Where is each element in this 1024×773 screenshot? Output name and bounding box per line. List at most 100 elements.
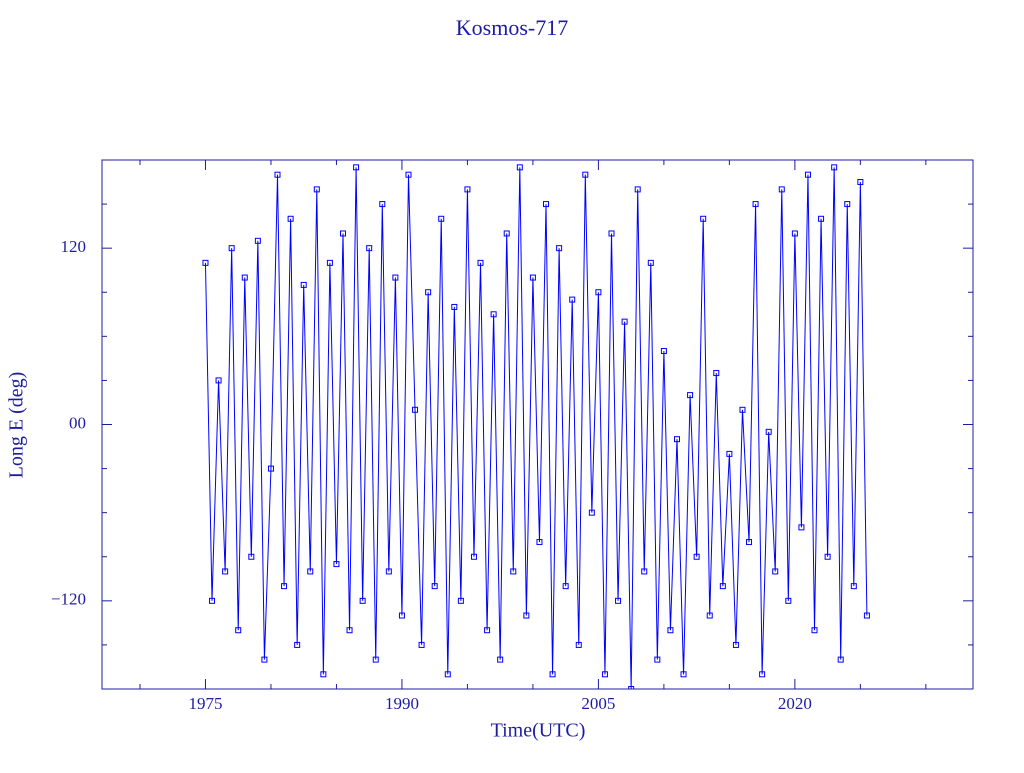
data-point	[700, 215, 707, 222]
data-point	[392, 274, 399, 281]
data-point	[261, 656, 268, 663]
data-point	[451, 303, 458, 310]
data-point	[346, 627, 353, 634]
data-point	[772, 568, 779, 575]
data-point	[647, 259, 654, 266]
data-point	[248, 553, 255, 560]
data-point	[274, 171, 281, 178]
data-point	[516, 164, 523, 171]
data-point	[615, 597, 622, 604]
data-point	[726, 450, 733, 457]
data-point	[267, 465, 274, 472]
data-point	[641, 568, 648, 575]
data-point	[464, 186, 471, 193]
data-point	[510, 568, 517, 575]
data-point	[739, 406, 746, 413]
data-line	[204, 167, 868, 689]
data-point	[857, 179, 864, 186]
data-point	[326, 259, 333, 266]
data-point	[634, 186, 641, 193]
data-point	[477, 259, 484, 266]
data-point	[667, 627, 674, 634]
data-point	[215, 377, 222, 384]
x-axis-label: Time(UTC)	[491, 720, 586, 742]
data-point	[385, 568, 392, 575]
data-point	[235, 627, 242, 634]
data-point	[562, 583, 569, 590]
data-point	[228, 245, 235, 252]
data-point	[202, 259, 209, 266]
data-point	[457, 597, 464, 604]
data-point	[294, 641, 301, 648]
data-point	[798, 524, 805, 531]
x-tick-label: 2005	[581, 694, 615, 713]
data-point	[719, 583, 726, 590]
data-point	[313, 186, 320, 193]
data-point	[621, 318, 628, 325]
data-point	[713, 370, 720, 377]
data-point	[536, 539, 543, 546]
x-tick-label: 1990	[385, 694, 419, 713]
data-point	[529, 274, 536, 281]
data-point	[595, 289, 602, 296]
y-tick-label: −120	[51, 590, 86, 609]
data-point	[254, 237, 261, 244]
data-point	[549, 671, 556, 678]
data-point	[241, 274, 248, 281]
data-point	[300, 281, 307, 288]
data-point	[490, 311, 497, 318]
data-point	[431, 583, 438, 590]
data-point	[673, 436, 680, 443]
data-point	[438, 215, 445, 222]
data-point	[523, 612, 530, 619]
data-point	[307, 568, 314, 575]
data-point	[759, 671, 766, 678]
data-point	[660, 348, 667, 355]
data-point	[765, 428, 772, 435]
data-point	[706, 612, 713, 619]
data-point	[359, 597, 366, 604]
data-point	[320, 671, 327, 678]
data-point	[818, 215, 825, 222]
y-tick-label: 120	[61, 237, 87, 256]
data-point	[503, 230, 510, 237]
x-tick-label: 1975	[188, 694, 222, 713]
x-tick-label: 2020	[778, 694, 812, 713]
data-point	[405, 171, 412, 178]
data-point	[746, 539, 753, 546]
data-point	[850, 583, 857, 590]
data-point	[372, 656, 379, 663]
data-point	[412, 406, 419, 413]
data-point	[569, 296, 576, 303]
data-point	[608, 230, 615, 237]
data-point	[732, 641, 739, 648]
data-point	[575, 641, 582, 648]
data-point	[209, 597, 216, 604]
data-point	[680, 671, 687, 678]
data-point	[281, 583, 288, 590]
y-tick-label: 00	[69, 413, 86, 432]
data-point	[425, 289, 432, 296]
data-point	[785, 597, 792, 604]
y-axis-label: Long E (deg)	[6, 372, 28, 479]
data-point	[791, 230, 798, 237]
data-point	[470, 553, 477, 560]
data-point	[804, 171, 811, 178]
data-point	[398, 612, 405, 619]
data-point	[844, 201, 851, 208]
data-point	[628, 686, 635, 689]
data-point	[353, 164, 360, 171]
data-point	[778, 186, 785, 193]
data-point	[379, 201, 386, 208]
data-point	[687, 392, 694, 399]
data-point	[863, 612, 870, 619]
data-point	[654, 656, 661, 663]
data-point	[444, 671, 451, 678]
data-point	[497, 656, 504, 663]
data-point	[287, 215, 294, 222]
data-point	[339, 230, 346, 237]
data-point	[811, 627, 818, 634]
data-point	[556, 245, 563, 252]
